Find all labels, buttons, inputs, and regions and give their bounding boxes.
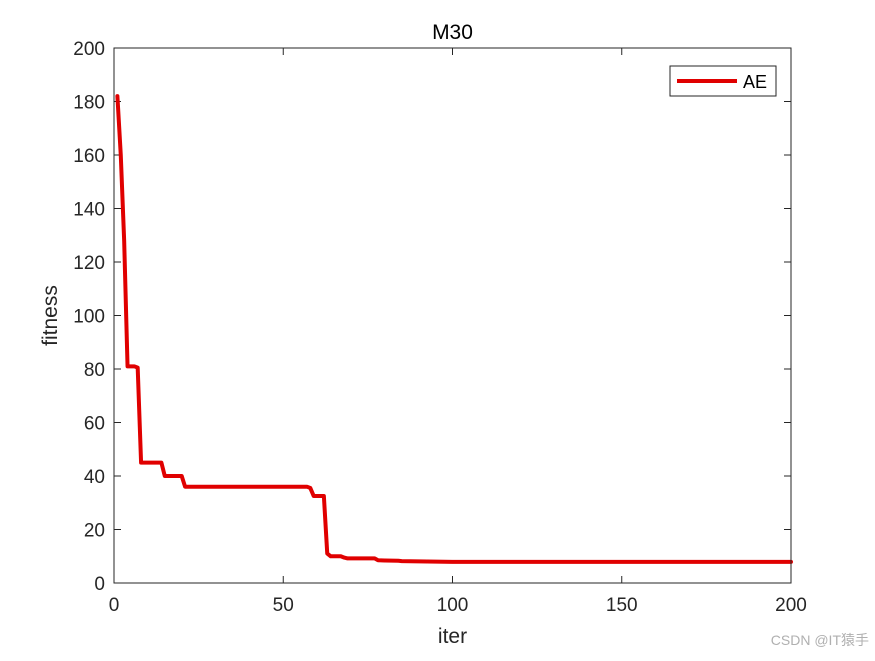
chart-title: M30 (432, 21, 473, 44)
y-tick-label: 60 (84, 414, 105, 435)
y-tick-label: 200 (73, 39, 105, 60)
y-tick-label: 180 (73, 93, 105, 114)
y-tick-label: 40 (84, 467, 105, 488)
legend-entry-ae: AE (743, 72, 767, 92)
x-tick-label: 200 (775, 595, 807, 616)
x-axis-label: iter (438, 625, 467, 648)
y-tick-label: 140 (73, 200, 105, 221)
y-tick-label: 160 (73, 146, 105, 167)
y-tick-label: 20 (84, 521, 105, 542)
watermark: CSDN @IT猿手 (770, 632, 869, 648)
x-tick-label: 150 (606, 595, 638, 616)
y-axis-label: fitness (39, 285, 62, 346)
plot-box (113, 47, 792, 584)
plot-area (114, 48, 791, 583)
series-line-ae (115, 94, 793, 564)
x-tick-label: 0 (109, 595, 120, 616)
x-tick-label: 100 (437, 595, 469, 616)
legend: AE (669, 65, 777, 97)
y-tick-label: 120 (73, 253, 105, 274)
y-tick-label: 100 (73, 307, 105, 328)
y-tick-label: 0 (94, 574, 105, 595)
x-tick-label: 50 (273, 595, 294, 616)
tick-labels: 0 50 100 150 200 0 20 40 60 80 100 120 140 160 180 200 (73, 39, 807, 616)
y-tick-label: 80 (84, 360, 105, 381)
series-layer (115, 94, 793, 564)
